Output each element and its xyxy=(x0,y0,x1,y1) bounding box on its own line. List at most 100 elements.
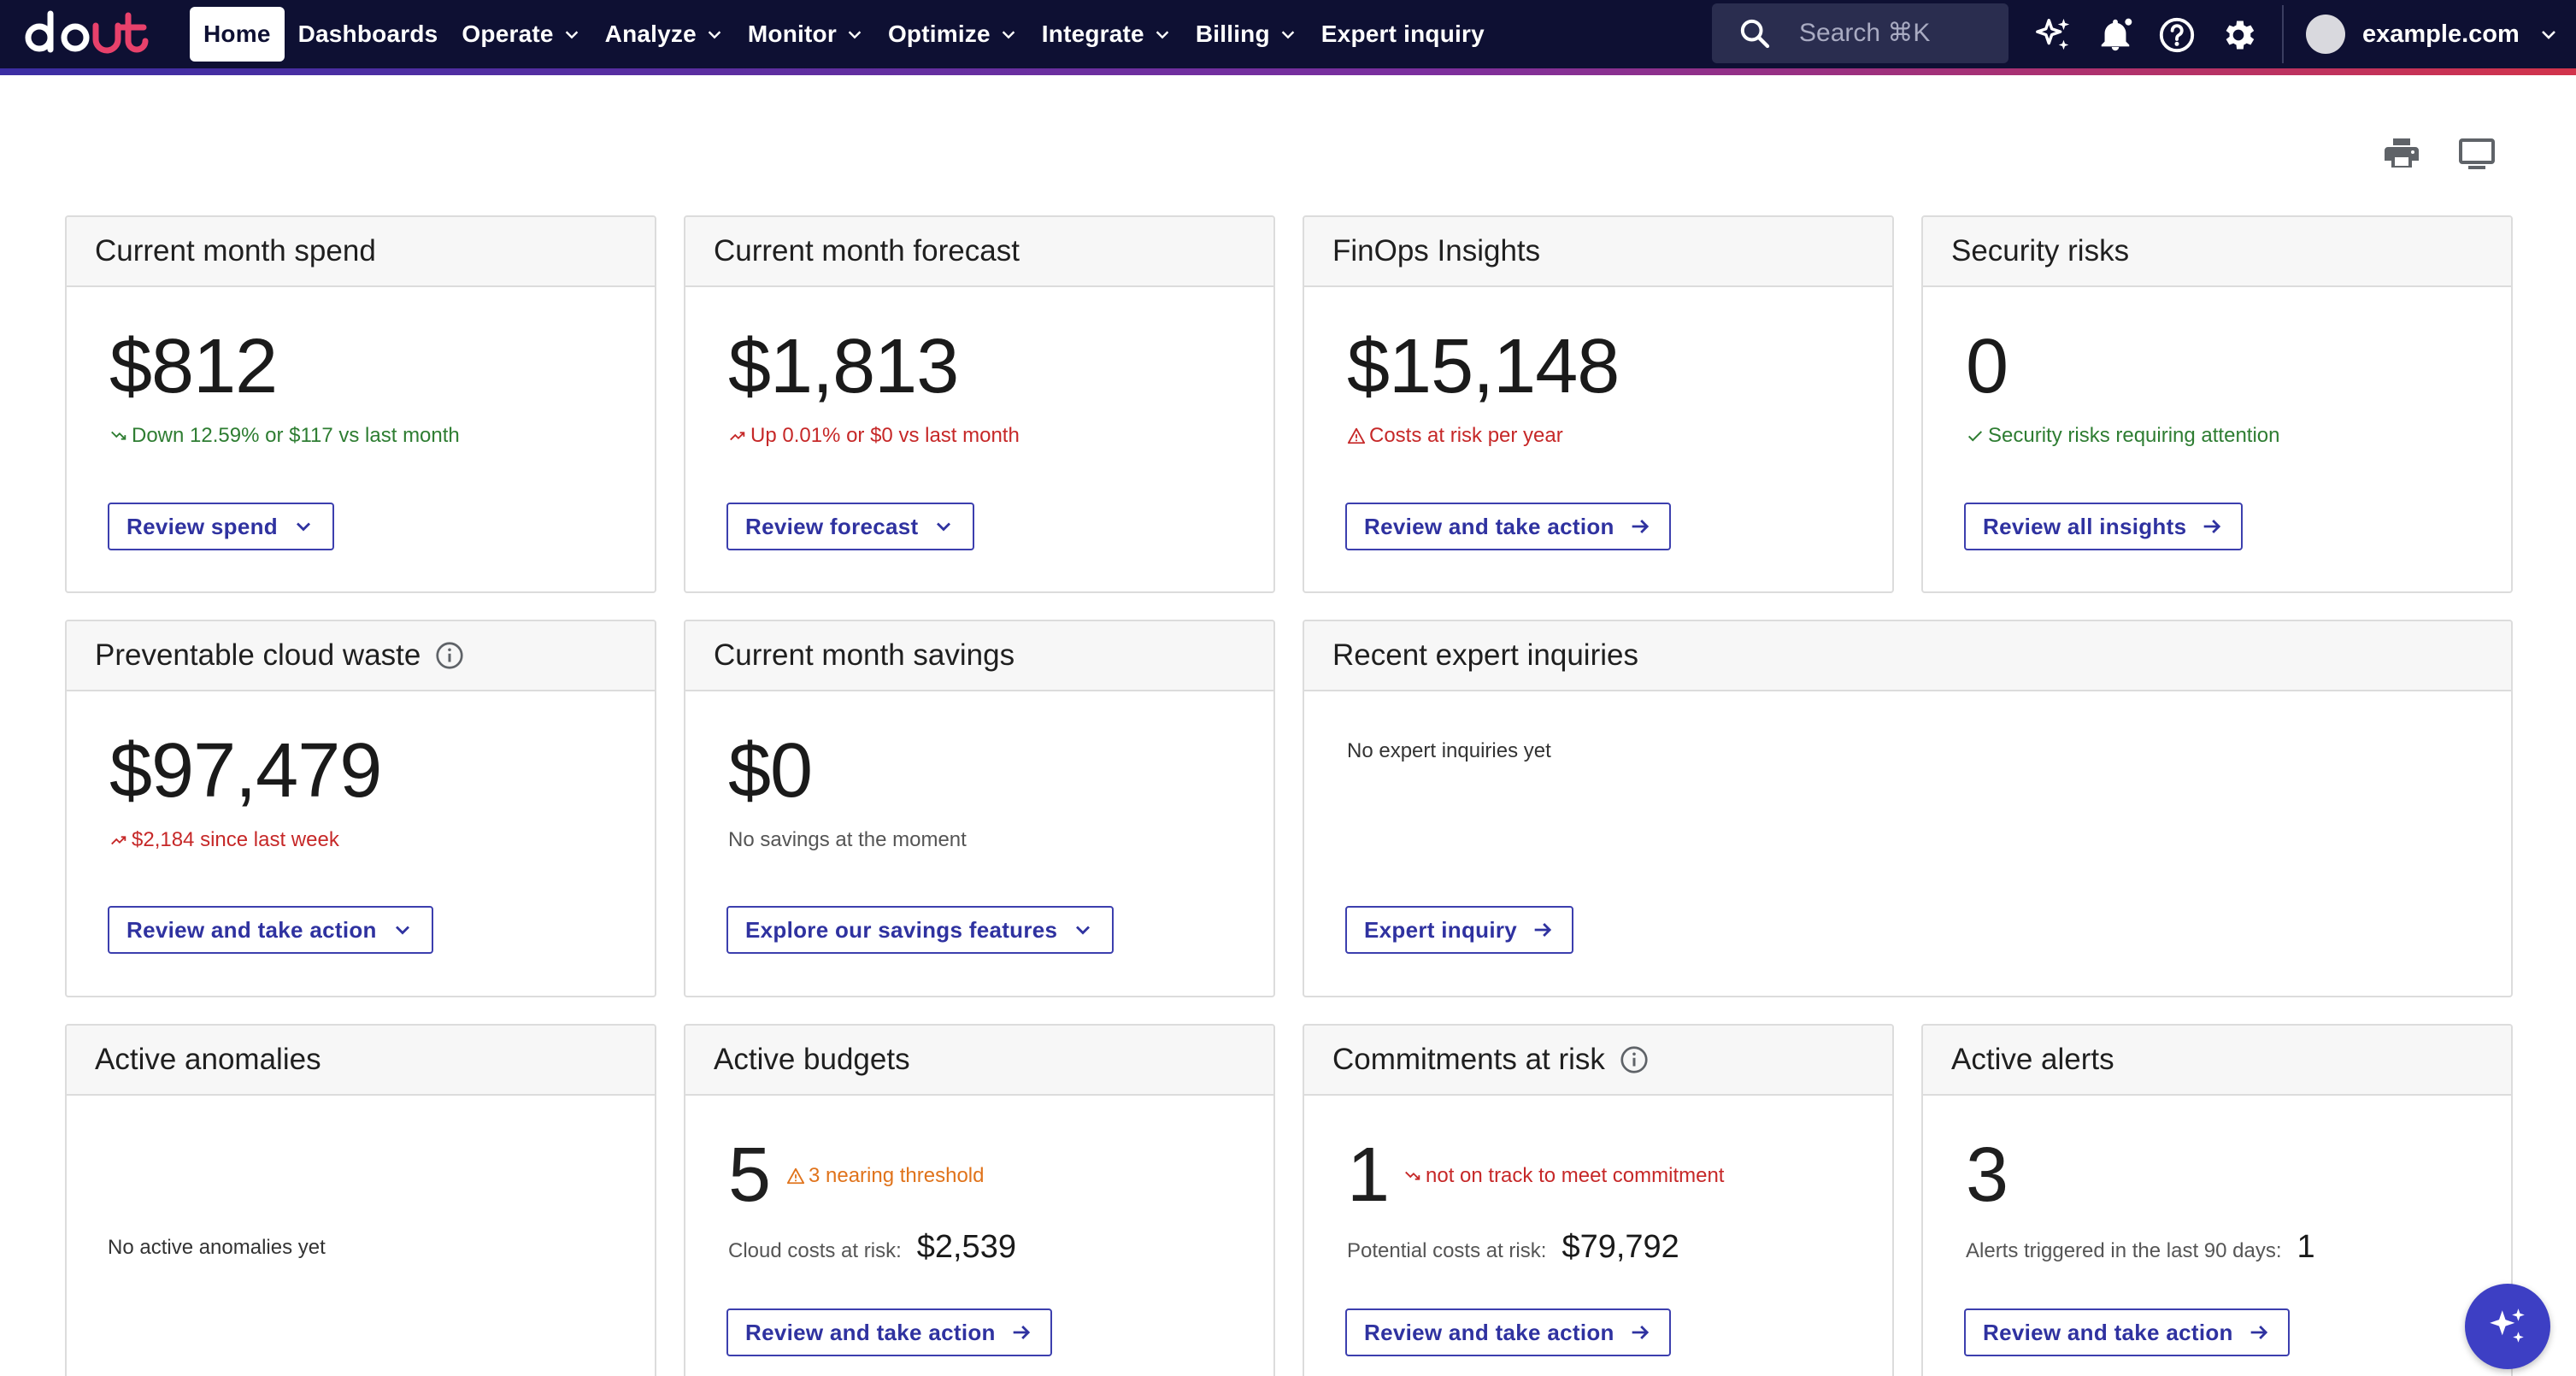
search-icon xyxy=(1740,19,1770,49)
search-input[interactable] xyxy=(1799,19,1996,48)
info-icon[interactable] xyxy=(434,640,465,671)
nav-integrate[interactable]: Integrate xyxy=(1030,7,1184,62)
alerts-count: 3 xyxy=(1966,1132,2009,1218)
review-forecast-label: Review forecast xyxy=(745,513,919,539)
budgets-count: 5 xyxy=(728,1132,772,1218)
top-accent-stripe xyxy=(0,68,2576,75)
chevron-down-icon xyxy=(1002,31,1015,39)
ai-assistant-button[interactable] xyxy=(2465,1284,2550,1369)
alerts-triggered: Alerts triggered in the last 90 days: 1 xyxy=(1966,1229,2315,1266)
explore-savings-button[interactable]: Explore our savings features xyxy=(726,906,1115,954)
alerts-triggered-value: 1 xyxy=(2297,1229,2315,1265)
arrow-right-icon xyxy=(2250,1326,2267,1339)
card-title: FinOps Insights xyxy=(1304,217,1892,287)
finops-review-action-button[interactable]: Review and take action xyxy=(1345,503,1671,550)
card-title-text: Current month forecast xyxy=(714,234,1020,268)
card-current-month-savings: Current month savings $0 No savings at t… xyxy=(684,620,1275,997)
nav-integrate-label: Integrate xyxy=(1041,21,1144,47)
security-note-text: Security risks requiring attention xyxy=(1988,424,2280,447)
card-title: Active budgets xyxy=(685,1026,1273,1096)
nav-operate[interactable]: Operate xyxy=(450,7,592,62)
settings-gear-icon[interactable] xyxy=(2219,15,2258,55)
chevron-down-icon xyxy=(848,31,862,39)
commitments-note-text: not on track to meet commitment xyxy=(1426,1164,1725,1187)
spend-value: $812 xyxy=(109,324,278,409)
commitments-review-action-label: Review and take action xyxy=(1364,1319,1614,1345)
alerts-triggered-label: Alerts triggered in the last 90 days: xyxy=(1966,1239,2282,1262)
nav-analyze-label: Analyze xyxy=(604,21,697,47)
card-title: Current month forecast xyxy=(685,217,1273,287)
card-active-anomalies: Active anomalies No active anomalies yet xyxy=(65,1024,656,1376)
nav-billing[interactable]: Billing xyxy=(1184,7,1309,62)
budgets-costs-at-risk: Cloud costs at risk: $2,539 xyxy=(728,1229,1016,1266)
chevron-down-icon xyxy=(2541,31,2555,39)
account-menu[interactable]: example.com xyxy=(2362,0,2559,68)
print-icon[interactable] xyxy=(2381,133,2422,174)
check-icon xyxy=(1967,431,1983,442)
top-navigation-bar: Home Dashboards Operate Analyze Monitor … xyxy=(0,0,2576,68)
card-title: Commitments at risk xyxy=(1304,1026,1892,1096)
nav-operate-label: Operate xyxy=(462,21,554,47)
card-title: Preventable cloud waste xyxy=(67,621,655,691)
card-title-text: Current month spend xyxy=(95,234,376,268)
review-spend-button[interactable]: Review spend xyxy=(108,503,334,550)
review-all-insights-button[interactable]: Review all insights xyxy=(1964,503,2244,550)
chevron-down-icon xyxy=(395,926,409,935)
trending-down-icon xyxy=(111,431,126,440)
presentation-mode-icon[interactable] xyxy=(2456,133,2497,174)
finops-note-text: Costs at risk per year xyxy=(1369,424,1563,447)
card-commitments-at-risk: Commitments at risk 1 not on track to me… xyxy=(1303,1024,1894,1376)
card-title-text: Commitments at risk xyxy=(1332,1043,1605,1076)
review-forecast-button[interactable]: Review forecast xyxy=(726,503,975,550)
warning-icon xyxy=(1347,427,1366,444)
card-title-text: Current month savings xyxy=(714,638,1015,672)
info-icon[interactable] xyxy=(1619,1044,1650,1075)
arrow-right-icon xyxy=(1632,520,1649,533)
commitments-count: 1 xyxy=(1347,1132,1391,1218)
commitments-note: not on track to meet commitment xyxy=(1403,1164,1724,1188)
help-icon[interactable] xyxy=(2157,15,2197,55)
ai-sparkle-icon xyxy=(2490,1308,2525,1343)
security-value: 0 xyxy=(1966,324,2008,409)
waste-review-action-label: Review and take action xyxy=(126,916,377,943)
nav-monitor[interactable]: Monitor xyxy=(736,7,876,62)
expert-inquiry-button[interactable]: Expert inquiry xyxy=(1345,906,1574,954)
nav-expert-inquiry[interactable]: Expert inquiry xyxy=(1309,7,1497,62)
card-active-alerts: Active alerts 3 Alerts triggered in the … xyxy=(1921,1024,2513,1376)
chevron-down-icon xyxy=(297,522,310,532)
forecast-value: $1,813 xyxy=(728,324,959,409)
arrow-right-icon xyxy=(1534,923,1552,937)
waste-trend-text: $2,184 since last week xyxy=(132,828,339,851)
nav-analyze[interactable]: Analyze xyxy=(593,7,736,62)
card-title: Current month savings xyxy=(685,621,1273,691)
nav-expert-inquiry-label: Expert inquiry xyxy=(1320,21,1485,47)
notifications-bell-icon[interactable] xyxy=(2096,15,2135,55)
nav-dashboards[interactable]: Dashboards xyxy=(286,7,450,62)
card-title: Recent expert inquiries xyxy=(1304,621,2511,691)
avatar[interactable] xyxy=(2306,15,2345,54)
card-active-budgets: Active budgets 5 3 nearing threshold Clo… xyxy=(684,1024,1275,1376)
commitments-review-action-button[interactable]: Review and take action xyxy=(1345,1308,1671,1356)
budgets-risk-label: Cloud costs at risk: xyxy=(728,1239,902,1262)
nav-home[interactable]: Home xyxy=(190,7,285,62)
budgets-review-action-button[interactable]: Review and take action xyxy=(726,1308,1052,1356)
anomalies-empty-text: No active anomalies yet xyxy=(108,1236,326,1259)
chevron-down-icon xyxy=(708,31,721,39)
spend-trend-text: Down 12.59% or $117 vs last month xyxy=(132,424,460,447)
savings-note-text: No savings at the moment xyxy=(728,828,967,851)
explore-savings-label: Explore our savings features xyxy=(745,916,1058,943)
card-recent-expert-inquiries: Recent expert inquiries No expert inquir… xyxy=(1303,620,2513,997)
nav-optimize[interactable]: Optimize xyxy=(876,7,1030,62)
search-box[interactable] xyxy=(1712,3,2008,63)
card-finops-insights: FinOps Insights $15,148 Costs at risk pe… xyxy=(1303,215,1894,593)
waste-review-action-button[interactable]: Review and take action xyxy=(108,906,433,954)
spend-trend: Down 12.59% or $117 vs last month xyxy=(109,424,460,448)
nav-divider xyxy=(2282,5,2284,63)
ai-sparkle-icon[interactable] xyxy=(2034,15,2073,55)
commitments-risk-value: $79,792 xyxy=(1561,1229,1679,1265)
trending-down-icon xyxy=(1405,1171,1420,1180)
card-title: Active alerts xyxy=(1923,1026,2511,1096)
alerts-review-action-button[interactable]: Review and take action xyxy=(1964,1308,2290,1356)
doit-logo[interactable] xyxy=(24,9,169,60)
card-title-text: Active alerts xyxy=(1951,1043,2114,1076)
